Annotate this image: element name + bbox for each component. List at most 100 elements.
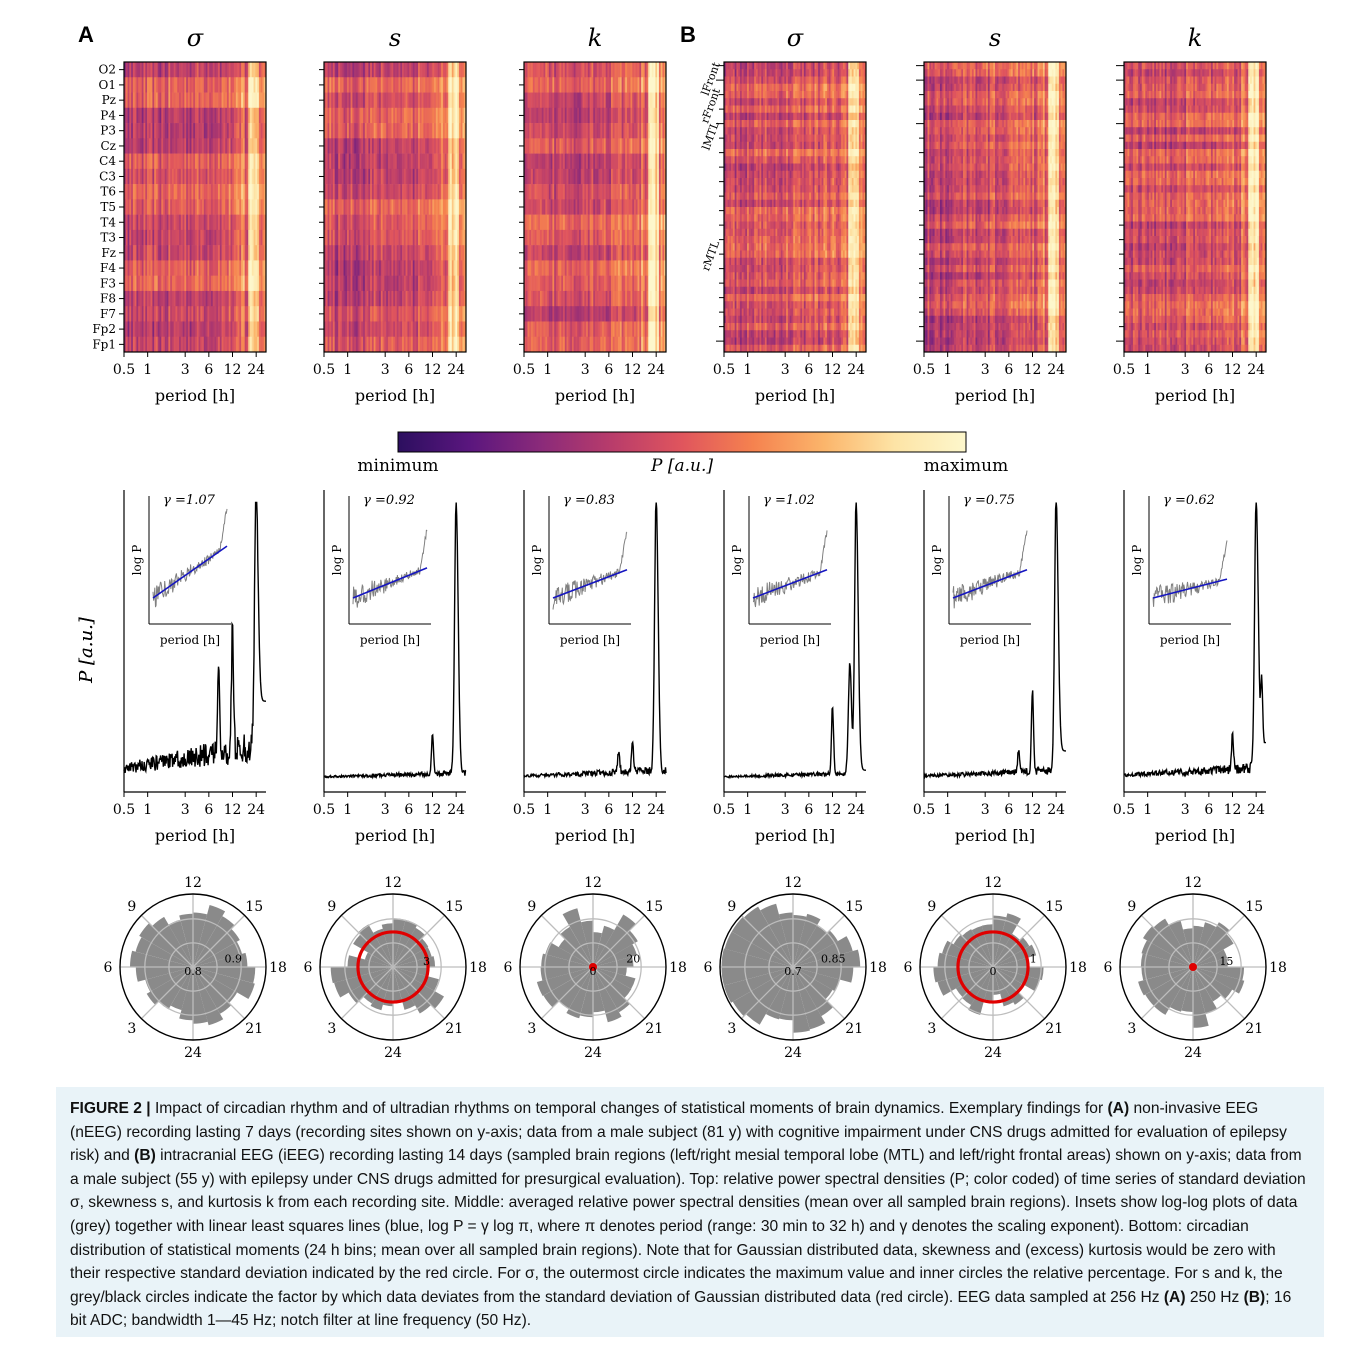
polar-hour-label: 9 — [527, 899, 536, 915]
polar-bar — [562, 908, 593, 967]
polar-bar — [179, 913, 193, 967]
polar-bar — [993, 913, 1021, 967]
polar-bar — [721, 967, 793, 986]
caption-bold: (B) — [134, 1147, 156, 1165]
polar-bar — [778, 912, 793, 967]
x-axis-label: period [h] — [155, 826, 235, 845]
row-label-fz: Fz — [101, 246, 116, 260]
polar-bar — [937, 952, 993, 967]
gaussian-std-circle — [956, 930, 1030, 1004]
polar-bar — [1141, 940, 1193, 967]
gaussian-std-circle — [589, 963, 597, 971]
x-tick-label: 12 — [624, 362, 642, 378]
polar-bar — [793, 949, 861, 967]
polar-bar — [393, 967, 428, 976]
polar-hour-label: 21 — [245, 1021, 263, 1037]
x-tick-label: 1 — [143, 362, 152, 378]
x-tick-label: 3 — [581, 362, 590, 378]
polar-bar — [593, 930, 638, 967]
polar-ring-label: 15 — [1219, 955, 1233, 968]
x-tick-label: 6 — [1004, 802, 1013, 818]
polar-b-3: 0.7 0.85 12 15 18 21 24 3 6 9 — [704, 875, 887, 1061]
polar-bar — [760, 903, 793, 967]
polar-hour-label: 6 — [104, 960, 113, 976]
polar-bar — [593, 914, 636, 967]
inset-data-line — [152, 508, 228, 608]
polar-hour-label: 6 — [704, 960, 713, 976]
polar-hour-label: 12 — [184, 875, 202, 891]
inset-y-label: log P — [130, 545, 144, 576]
polar-bar — [793, 913, 821, 967]
polar-bar — [1193, 967, 1233, 999]
inset-fit-line — [952, 568, 1028, 599]
polar-bar — [1193, 925, 1204, 967]
x-tick-label: 3 — [781, 802, 790, 818]
polar-hour-label: 24 — [184, 1045, 202, 1061]
x-tick-label: 0.5 — [713, 802, 735, 818]
caption-segment: Impact of circadian rhythm and of ultrad… — [150, 1100, 1108, 1117]
x-tick-label: 12 — [1224, 802, 1242, 818]
x-tick-label: 1 — [343, 362, 352, 378]
polar-hour-label: 21 — [645, 1021, 663, 1037]
polar-bar — [1140, 953, 1193, 967]
gamma-label: γ =0.92 — [363, 493, 415, 508]
polar-spoke — [340, 914, 446, 1020]
x-tick-label: 1 — [543, 802, 552, 818]
colorbar-min-label: minimum — [357, 456, 438, 476]
polar-bar — [1141, 967, 1193, 981]
polar-bar — [393, 927, 425, 967]
x-tick-label: 3 — [381, 362, 390, 378]
polar-bar — [1193, 922, 1217, 967]
polar-hour-label: 6 — [1104, 960, 1113, 976]
polar-hour-label: 15 — [445, 899, 463, 915]
polar-bar — [793, 967, 834, 1017]
inset-x-label: period [h] — [160, 633, 220, 647]
polar-bar — [179, 967, 193, 1021]
polar-bar — [193, 952, 248, 967]
polar-bar — [1169, 967, 1193, 1012]
x-tick-label: 0.5 — [313, 362, 335, 378]
polar-b-5: 15 12 15 18 21 24 3 6 9 — [1104, 875, 1287, 1061]
x-tick-label: 1 — [943, 362, 952, 378]
inset-x-label: period [h] — [1160, 633, 1220, 647]
x-axis-label: period [h] — [1155, 826, 1235, 845]
polar-a-0: 0.8 0.9 12 15 18 21 24 3 6 9 — [104, 875, 287, 1061]
polar-bar — [1181, 967, 1193, 1013]
polar-bar — [393, 967, 402, 1002]
polar-bar — [566, 967, 593, 1019]
x-tick-label: 6 — [204, 362, 213, 378]
polar-bar — [743, 906, 793, 967]
heatmap-b-4: 0.5 1 3 6 12 24 period [h] — [913, 61, 1067, 405]
x-tick-label: 24 — [447, 802, 465, 818]
x-tick-label: 6 — [1004, 362, 1013, 378]
polar-bar — [135, 967, 193, 982]
polar-hour-label: 12 — [584, 875, 602, 891]
row-label-o2: O2 — [99, 63, 116, 77]
row-label-c3: C3 — [99, 169, 116, 183]
polar-hour-label: 6 — [504, 960, 513, 976]
polar-hour-label: 21 — [845, 1021, 863, 1037]
colorbar-max-label: maximum — [924, 456, 1008, 476]
x-tick-label: 12 — [224, 362, 242, 378]
x-tick-label: 24 — [1247, 802, 1265, 818]
polar-ring-label: 0.85 — [821, 953, 846, 966]
polar-hour-label: 18 — [269, 960, 287, 976]
x-tick-label: 24 — [647, 802, 665, 818]
x-tick-label: 12 — [1024, 362, 1042, 378]
polar-bar — [193, 967, 255, 999]
x-tick-label: 0.5 — [913, 362, 935, 378]
polar-bar — [793, 930, 838, 967]
caption-bold: (A) — [1107, 1100, 1130, 1117]
inset-x-label: period [h] — [360, 633, 420, 647]
polar-bar — [1145, 967, 1193, 1006]
inset-data-line — [952, 530, 1028, 609]
polar-hour-label: 3 — [927, 1021, 936, 1037]
polar-bar — [146, 967, 193, 1005]
polar-bar — [358, 924, 393, 967]
gamma-label: γ =1.02 — [763, 493, 815, 508]
polar-bar — [1168, 919, 1193, 967]
polar-hour-label: 18 — [1069, 960, 1087, 976]
x-tick-label: 6 — [1204, 362, 1213, 378]
polar-hour-label: 21 — [1245, 1021, 1263, 1037]
